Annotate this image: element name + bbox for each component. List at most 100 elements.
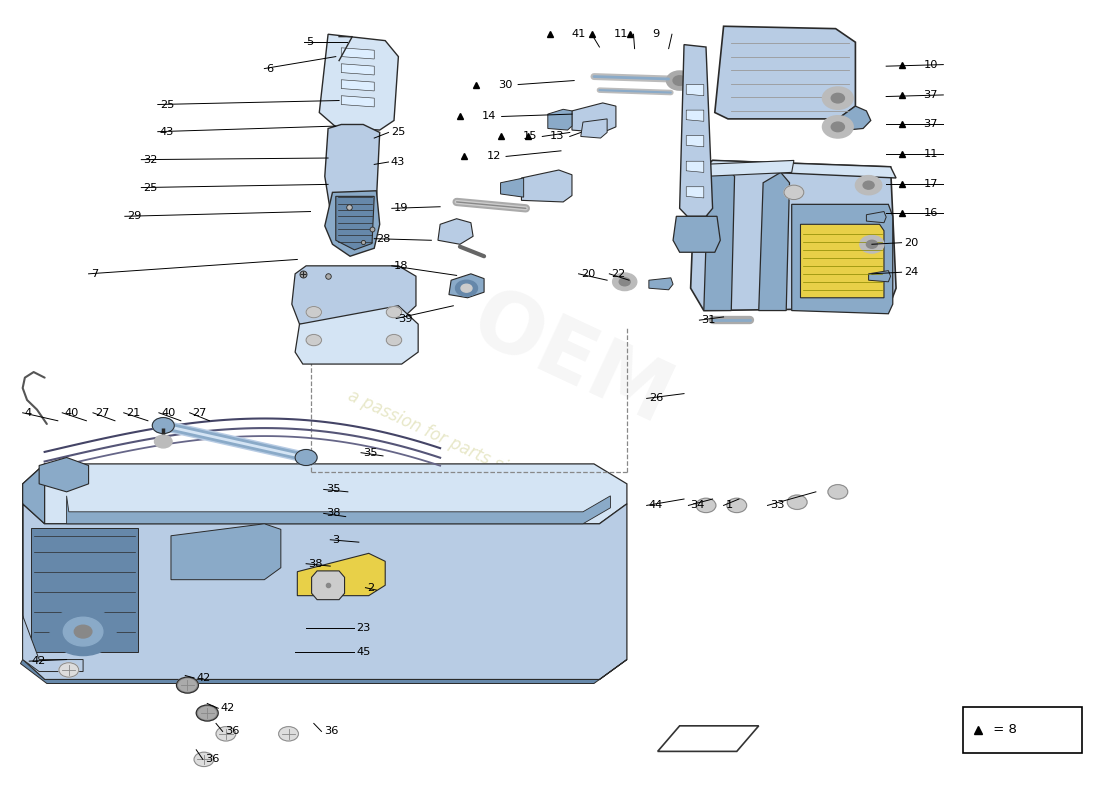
Text: 25: 25 <box>160 99 175 110</box>
Polygon shape <box>548 110 572 130</box>
Circle shape <box>64 618 103 646</box>
Circle shape <box>864 181 874 189</box>
Text: 2: 2 <box>367 582 375 593</box>
Polygon shape <box>341 96 374 107</box>
Polygon shape <box>32 528 138 651</box>
Circle shape <box>59 662 79 677</box>
Text: 27: 27 <box>191 408 206 418</box>
Circle shape <box>152 418 174 434</box>
Text: 25: 25 <box>143 182 158 193</box>
Text: 35: 35 <box>326 485 340 494</box>
Circle shape <box>832 94 845 103</box>
Text: 32: 32 <box>143 154 158 165</box>
Text: 20: 20 <box>581 269 595 279</box>
Text: 35: 35 <box>363 448 377 458</box>
Circle shape <box>784 185 804 199</box>
Circle shape <box>75 626 92 638</box>
Text: 14: 14 <box>482 111 496 122</box>
Text: 38: 38 <box>326 509 340 518</box>
Text: 42: 42 <box>220 703 234 714</box>
Polygon shape <box>673 216 720 252</box>
Polygon shape <box>715 26 856 119</box>
Polygon shape <box>695 161 896 178</box>
Circle shape <box>828 485 848 499</box>
Text: 18: 18 <box>394 261 408 271</box>
Text: 25: 25 <box>390 127 405 138</box>
Text: 44: 44 <box>649 501 663 510</box>
Circle shape <box>856 175 882 194</box>
Text: 43: 43 <box>390 157 405 167</box>
Polygon shape <box>23 616 84 671</box>
Polygon shape <box>686 110 704 122</box>
Polygon shape <box>438 218 473 244</box>
Polygon shape <box>21 659 627 683</box>
Text: 37: 37 <box>924 90 938 100</box>
Text: 17: 17 <box>924 178 938 189</box>
Circle shape <box>176 677 198 693</box>
Text: 38: 38 <box>308 558 322 569</box>
Text: 40: 40 <box>161 408 176 418</box>
Text: 43: 43 <box>160 126 175 137</box>
Circle shape <box>197 706 217 720</box>
Circle shape <box>196 705 218 721</box>
Text: 41: 41 <box>572 30 586 39</box>
Text: 15: 15 <box>522 131 537 142</box>
Circle shape <box>673 76 686 86</box>
Circle shape <box>386 334 402 346</box>
Polygon shape <box>341 80 374 91</box>
Text: 10: 10 <box>924 59 938 70</box>
Circle shape <box>216 726 235 741</box>
Text: 5: 5 <box>306 38 313 47</box>
Text: 36: 36 <box>224 726 239 737</box>
Circle shape <box>823 87 854 110</box>
Text: 42: 42 <box>196 673 210 683</box>
Polygon shape <box>341 64 374 75</box>
Circle shape <box>832 122 845 132</box>
Polygon shape <box>838 106 871 130</box>
Polygon shape <box>336 196 374 250</box>
Text: 1: 1 <box>726 501 733 510</box>
Circle shape <box>613 273 637 290</box>
Polygon shape <box>324 125 380 240</box>
Circle shape <box>696 498 716 513</box>
Text: 39: 39 <box>398 314 412 323</box>
Polygon shape <box>792 204 893 314</box>
Polygon shape <box>341 48 374 59</box>
Polygon shape <box>170 524 280 580</box>
Polygon shape <box>40 458 89 492</box>
Text: 16: 16 <box>924 208 938 218</box>
Polygon shape <box>292 266 416 324</box>
Polygon shape <box>297 554 385 596</box>
Text: 42: 42 <box>32 656 46 666</box>
Text: 6: 6 <box>266 63 274 74</box>
Text: 36: 36 <box>323 726 338 737</box>
Polygon shape <box>67 496 611 524</box>
Polygon shape <box>649 278 673 290</box>
Circle shape <box>386 306 402 318</box>
Text: 24: 24 <box>904 267 918 278</box>
Circle shape <box>295 450 317 466</box>
Text: 34: 34 <box>691 501 705 510</box>
Text: 9: 9 <box>652 30 659 39</box>
Circle shape <box>194 752 213 766</box>
Text: 45: 45 <box>356 646 371 657</box>
Polygon shape <box>23 464 627 524</box>
Polygon shape <box>691 161 896 310</box>
Circle shape <box>177 678 197 692</box>
Circle shape <box>667 71 693 90</box>
Circle shape <box>860 235 884 253</box>
Text: 27: 27 <box>96 408 110 418</box>
Circle shape <box>867 240 878 248</box>
Text: 19: 19 <box>394 203 408 214</box>
Circle shape <box>788 495 807 510</box>
Polygon shape <box>23 504 627 679</box>
Polygon shape <box>581 119 607 138</box>
Text: 23: 23 <box>356 622 371 633</box>
Text: 11: 11 <box>614 30 628 39</box>
Polygon shape <box>686 85 704 96</box>
Polygon shape <box>311 571 344 600</box>
Text: 36: 36 <box>205 754 219 764</box>
Polygon shape <box>686 162 704 172</box>
Polygon shape <box>449 274 484 298</box>
Text: 4: 4 <box>25 408 32 418</box>
